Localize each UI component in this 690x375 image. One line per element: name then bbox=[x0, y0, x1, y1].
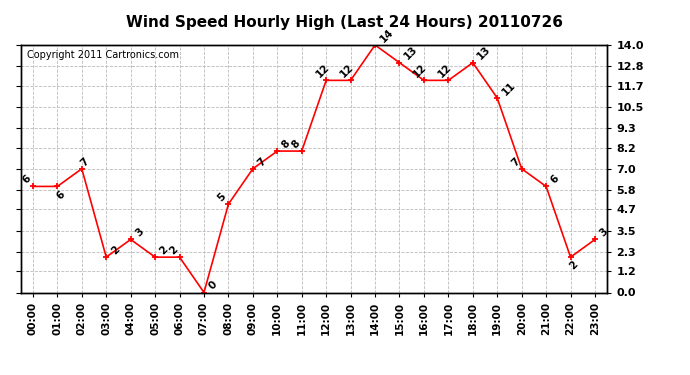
Text: 7: 7 bbox=[79, 156, 91, 168]
Text: 5: 5 bbox=[216, 191, 228, 203]
Text: 2: 2 bbox=[158, 244, 170, 256]
Text: 12: 12 bbox=[338, 62, 355, 80]
Text: 6: 6 bbox=[21, 174, 32, 186]
Text: 11: 11 bbox=[500, 80, 518, 97]
Text: 6: 6 bbox=[549, 174, 561, 186]
Text: 3: 3 bbox=[133, 226, 146, 238]
Text: 3: 3 bbox=[598, 226, 610, 238]
Text: 6: 6 bbox=[55, 189, 67, 201]
Text: Copyright 2011 Cartronics.com: Copyright 2011 Cartronics.com bbox=[26, 50, 179, 60]
Text: 12: 12 bbox=[314, 62, 331, 80]
Text: 0: 0 bbox=[207, 279, 219, 292]
Text: 2: 2 bbox=[167, 244, 179, 256]
Text: 8: 8 bbox=[280, 138, 293, 150]
Text: 13: 13 bbox=[475, 45, 493, 62]
Text: 12: 12 bbox=[411, 62, 428, 80]
Text: 2: 2 bbox=[568, 260, 580, 272]
Text: 2: 2 bbox=[109, 244, 121, 256]
Text: 14: 14 bbox=[378, 27, 395, 44]
Text: 8: 8 bbox=[289, 138, 302, 150]
Text: Wind Speed Hourly High (Last 24 Hours) 20110726: Wind Speed Hourly High (Last 24 Hours) 2… bbox=[126, 15, 564, 30]
Text: 7: 7 bbox=[509, 156, 522, 168]
Text: 13: 13 bbox=[402, 45, 420, 62]
Text: 7: 7 bbox=[255, 156, 268, 168]
Text: 12: 12 bbox=[436, 62, 453, 80]
